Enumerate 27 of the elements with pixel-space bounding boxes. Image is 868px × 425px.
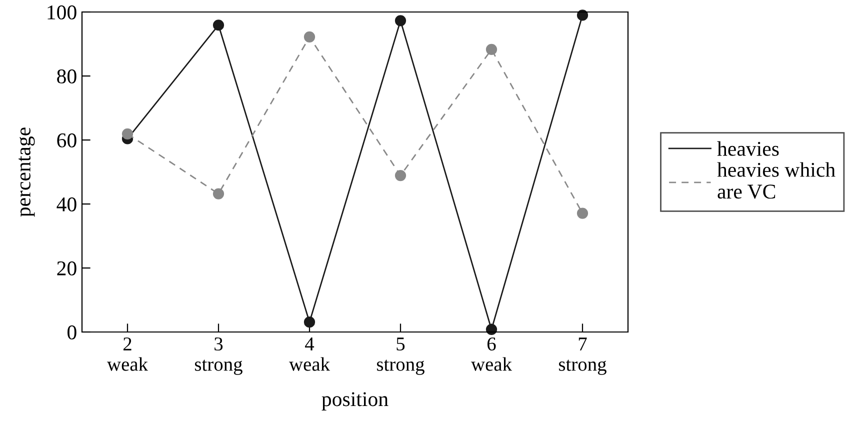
point [486, 44, 498, 55]
point [394, 15, 406, 26]
y-tick-label: 40 [56, 197, 76, 212]
x-tick-label: 3 strong [194, 337, 242, 375]
legend-label: heavies which are VC [717, 162, 836, 199]
x-axis-title: position [322, 392, 388, 410]
y-tick-label: 100 [48, 5, 76, 20]
legend-label: heavies [717, 141, 779, 156]
x-tick-label: 4 weak [289, 338, 330, 371]
point [486, 324, 498, 335]
point [576, 10, 588, 21]
y-axis-title: percentage [18, 128, 35, 217]
point [212, 188, 224, 200]
y-tick-label: 60 [57, 133, 76, 148]
x-tick-label: 2 weak [107, 337, 148, 371]
x-tick-label: 6 weak [471, 337, 512, 371]
y-tick-label: 80 [57, 69, 76, 84]
point [394, 170, 406, 182]
point [122, 128, 134, 140]
point [212, 20, 224, 31]
point [576, 208, 588, 219]
x-tick-label: 5 strong [376, 338, 424, 375]
y-tick-label: 0 [68, 325, 76, 340]
x-tick-label: 7 strong [558, 338, 606, 375]
y-tick-label: 20 [57, 261, 76, 276]
point [304, 31, 316, 43]
point [304, 316, 316, 328]
